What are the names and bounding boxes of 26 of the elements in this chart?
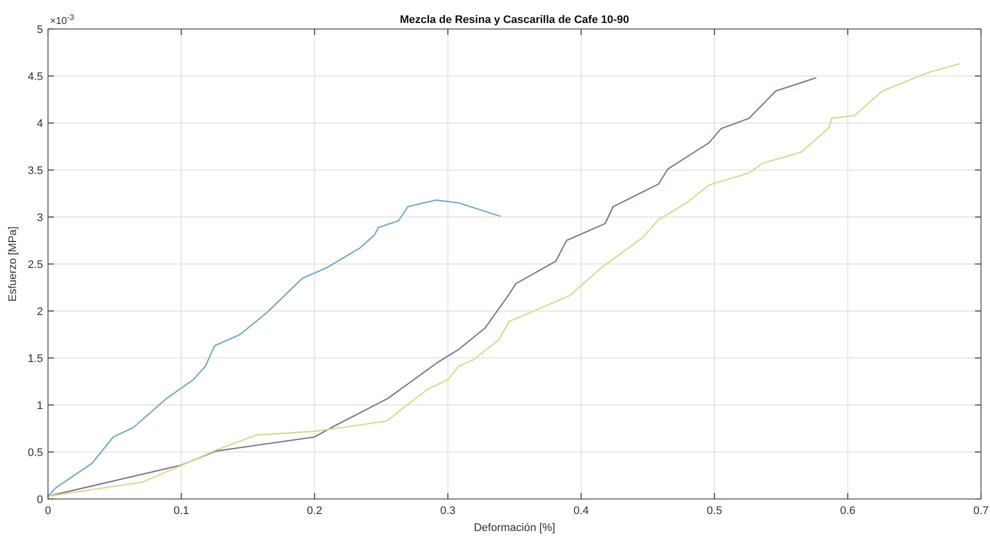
line-series (47, 77, 816, 497)
y-tick-label: 4.5 (28, 70, 43, 83)
y-tick-label: 0 (36, 494, 43, 506)
y-tick-label: 2.5 (28, 258, 43, 271)
line-series (47, 63, 960, 497)
y-tick-label: 0.5 (28, 446, 43, 459)
x-axis-title: Deformación [%] (474, 522, 556, 534)
x-tick-label: 0 (44, 505, 52, 517)
chart-title: Mezcla de Resina y Cascarilla de Cafe 10-90 (400, 14, 630, 26)
x-tick-label: 0.7 (973, 505, 989, 517)
y-tick-label: 5 (36, 24, 43, 36)
x-tick-label: 0.5 (706, 505, 722, 517)
x-tick-label: 0.1 (174, 505, 189, 517)
y-axis-title: Esfuerzo [MPa] (7, 226, 19, 302)
text: ×10$^{-3}$ (50, 12, 75, 27)
y-tick-label: 1 (36, 400, 43, 412)
y-tick-label: 4 (36, 118, 43, 130)
y-tick-label: 3.5 (28, 164, 43, 177)
y-tick-label: 1.5 (28, 352, 43, 365)
line-series (47, 199, 500, 497)
y-tick-label: 2 (36, 306, 43, 318)
x-tick-label: 0.4 (573, 505, 589, 517)
x-tick-label: 0.6 (840, 505, 856, 517)
x-tick-label: 0.2 (306, 505, 322, 517)
x-tick-label: 0.3 (440, 505, 456, 517)
y-tick-label: 3 (36, 212, 43, 224)
